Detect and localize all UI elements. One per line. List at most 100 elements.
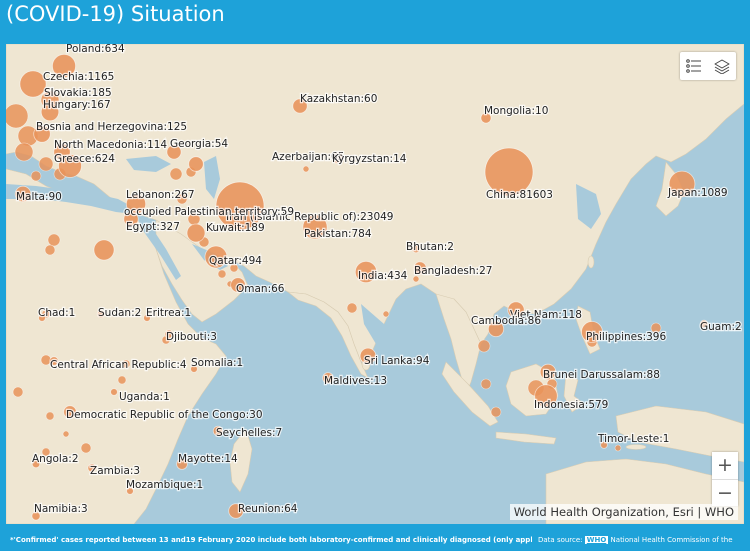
case-bubble-minor[interactable]	[121, 359, 131, 369]
case-bubble-occupied-palestinian-territory[interactable]	[123, 211, 139, 227]
case-bubble-angola[interactable]	[31, 459, 41, 469]
basemap[interactable]: Poland:634 Czechia:1165 Slovakia:185Hungar…	[6, 44, 744, 524]
case-bubble-malta[interactable]	[14, 185, 32, 203]
case-bubble-minor[interactable]	[45, 411, 55, 421]
case-bubble-minor[interactable]	[44, 244, 56, 256]
layers-button[interactable]	[708, 52, 736, 80]
case-bubble-bangladesh[interactable]	[413, 261, 427, 275]
case-label-slovakia: Slovakia:185	[44, 87, 112, 99]
case-bubble-minor[interactable]	[6, 103, 29, 129]
zoom-in-button[interactable]: +	[717, 454, 733, 476]
case-bubble-egypt[interactable]	[93, 239, 115, 261]
case-bubble-minor[interactable]	[62, 430, 70, 438]
case-bubble-philippines[interactable]	[581, 321, 603, 343]
case-bubble-mongolia[interactable]	[480, 112, 492, 124]
sea-mediterranean	[6, 184, 134, 214]
case-bubble-brunei-darussalam[interactable]	[539, 363, 557, 381]
case-bubble-bosnia-and-herzegovina[interactable]	[33, 125, 51, 143]
case-bubble-minor[interactable]	[30, 170, 42, 182]
legend-button[interactable]	[680, 52, 708, 80]
case-bubble-reunion[interactable]	[228, 503, 244, 519]
case-bubble-minor[interactable]	[229, 263, 239, 273]
map-view[interactable]: Poland:634 Czechia:1165 Slovakia:185 Hungar…	[6, 44, 744, 524]
case-bubble-uganda[interactable]	[110, 388, 118, 396]
case-bubble-minor[interactable]	[382, 310, 390, 318]
case-bubble-minor[interactable]	[41, 447, 51, 457]
case-bubble-minor[interactable]	[176, 193, 188, 205]
case-bubble-maldives[interactable]	[322, 372, 334, 384]
case-bubble-sri-lanka[interactable]	[359, 347, 377, 365]
land-india	[287, 291, 369, 379]
case-label-poland: Poland:634	[66, 44, 125, 55]
case-label-india: India:434	[358, 270, 408, 282]
case-label-indonesia: Indonesia:579	[534, 399, 608, 411]
case-bubble-zambia[interactable]	[87, 463, 97, 473]
case-bubble-bhutan[interactable]	[411, 244, 421, 254]
case-bubble-pakistan[interactable]	[302, 214, 328, 240]
who-source-link[interactable]: WHO	[584, 536, 609, 544]
case-bubble-guam[interactable]	[699, 319, 709, 329]
case-bubble-minor[interactable]	[12, 386, 24, 398]
case-bubble-greece[interactable]	[58, 154, 82, 178]
case-bubble-minor[interactable]	[47, 233, 61, 247]
case-label-sudan: Sudan:2	[98, 307, 141, 319]
sea-black-sea	[126, 156, 171, 172]
case-bubble-minor[interactable]	[217, 269, 227, 279]
case-bubble-poland[interactable]	[52, 53, 77, 79]
case-bubble-minor[interactable]	[38, 156, 54, 172]
case-bubble-minor[interactable]	[650, 322, 662, 334]
land-taiwan	[587, 255, 595, 269]
zoom-out-button[interactable]: −	[712, 479, 738, 506]
case-bubble-japan[interactable]	[668, 170, 696, 198]
case-bubble-kyrgyzstan[interactable]	[332, 152, 344, 164]
case-bubble-chad[interactable]	[38, 314, 46, 322]
case-bubble-mayotte[interactable]	[176, 458, 188, 470]
case-bubble-iran-islamic-republic-of[interactable]	[215, 181, 265, 231]
case-bubble-czechia[interactable]	[19, 70, 47, 98]
case-bubble-cambodia[interactable]	[487, 320, 505, 338]
case-bubble-minor[interactable]	[117, 375, 127, 385]
case-bubble-china[interactable]	[484, 147, 534, 197]
case-bubble-minor[interactable]	[80, 442, 92, 454]
case-bubble-qatar[interactable]	[204, 245, 228, 269]
case-bubble-viet-nam[interactable]	[507, 301, 525, 319]
case-label-japan: Japan:1089	[667, 187, 728, 199]
case-bubble-hungary[interactable]	[40, 102, 60, 122]
case-bubble-somalia[interactable]	[190, 365, 198, 373]
sea-yellow-sea	[576, 184, 601, 229]
case-bubble-minor[interactable]	[346, 302, 358, 314]
case-bubble-minor[interactable]	[477, 339, 491, 353]
case-bubble-minor[interactable]	[490, 406, 502, 418]
map-toolbar	[680, 52, 736, 80]
case-bubble-mozambique[interactable]	[126, 487, 134, 495]
case-bubble-georgia[interactable]	[166, 144, 182, 160]
case-label-reunion: Reunion:64	[238, 503, 298, 515]
case-bubble-djibouti[interactable]	[164, 329, 174, 339]
case-bubble-oman[interactable]	[230, 277, 246, 293]
sea-bay-of-bengal	[361, 304, 418, 384]
case-bubble-sudan[interactable]	[96, 309, 106, 319]
case-label-viet-nam: Viet Nam:118	[510, 309, 582, 321]
case-bubble-kazakhstan[interactable]	[292, 98, 308, 114]
inland-seas	[6, 156, 601, 384]
case-bubbles	[6, 53, 709, 521]
case-bubble-azerbaijan[interactable]	[188, 156, 204, 172]
case-bubble-democratic-republic-of-the-congo[interactable]	[63, 405, 77, 419]
case-bubble-minor[interactable]	[14, 142, 34, 162]
case-bubble-minor[interactable]	[302, 165, 310, 173]
case-bubble-eritrea[interactable]	[143, 314, 151, 322]
case-bubble-seychelles[interactable]	[212, 425, 224, 437]
case-label-djibouti: Djibouti:3	[166, 331, 217, 343]
case-bubble-minor[interactable]	[480, 378, 492, 390]
case-labels: Poland:634 Czechia:1165 Slovakia:185Hungar…	[15, 44, 743, 516]
case-bubble-kuwait[interactable]	[186, 223, 206, 243]
case-bubble-namibia[interactable]	[31, 511, 41, 521]
case-bubble-minor[interactable]	[614, 444, 622, 452]
case-bubble-india[interactable]	[354, 260, 378, 284]
case-bubble-minor[interactable]	[412, 275, 420, 283]
case-bubble-indonesia[interactable]	[534, 384, 558, 408]
case-bubble-central-african-republic[interactable]	[49, 356, 59, 366]
case-bubble-timor-leste[interactable]	[600, 441, 608, 449]
legend-list-icon	[686, 59, 701, 73]
case-bubble-minor[interactable]	[169, 167, 183, 181]
